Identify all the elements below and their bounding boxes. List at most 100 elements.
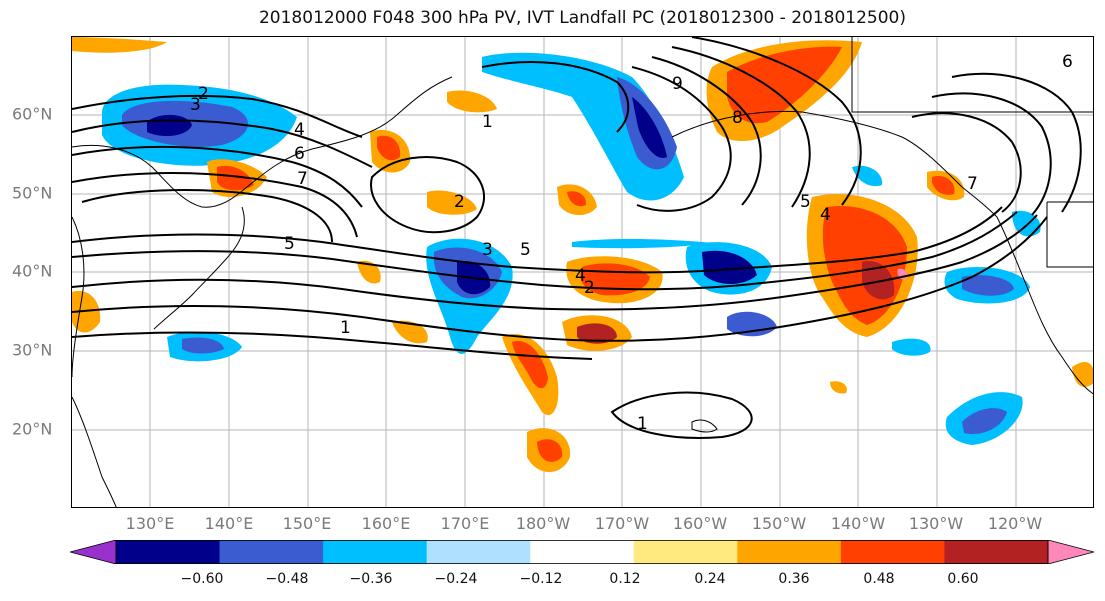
colorbar-tick-label: 0.36 — [778, 571, 810, 587]
contour-label: 5 — [800, 192, 811, 212]
contour-label: 9 — [672, 74, 683, 94]
lon-label: 140°W — [830, 514, 886, 533]
colorbar-segment — [323, 540, 428, 564]
colorbar-tick-label: 0.48 — [863, 571, 895, 587]
boundary-us-states — [1046, 201, 1093, 268]
contour-label: 2 — [454, 192, 465, 212]
colorbar-segment — [944, 540, 1049, 564]
map-panel: 2 3 4 6 7 5 2 1 3 5 4 2 5 4 1 9 8 7 6 1 — [71, 36, 1094, 508]
contour-line — [72, 331, 593, 360]
coastline-asia — [72, 76, 453, 208]
shade-blob — [392, 320, 428, 344]
contour-line — [72, 171, 358, 238]
colorbar-segment — [70, 540, 117, 564]
contour-line — [671, 46, 811, 208]
shade-blob — [830, 381, 847, 394]
colorbar-segment — [840, 540, 945, 564]
coastlines — [72, 37, 1093, 507]
shade-blob — [72, 37, 167, 53]
shade-blob — [962, 275, 1014, 296]
colorbar-tick-label: 0.60 — [947, 571, 979, 587]
contour-label-group: 2 3 4 6 7 5 2 1 3 5 4 2 5 4 1 9 8 7 6 1 — [190, 52, 1073, 434]
colorbar-segment — [737, 540, 842, 564]
shade-blob — [702, 250, 757, 284]
shade-blob — [1012, 210, 1041, 237]
boundary-canada — [851, 37, 1093, 113]
contour-line — [691, 37, 862, 206]
coastline-alaska — [671, 110, 998, 218]
contour-label: 2 — [584, 278, 595, 298]
contour-line — [72, 214, 1038, 311]
shade-blob — [182, 337, 224, 354]
contour-label: 1 — [482, 112, 493, 132]
lat-label: 30°N — [12, 340, 53, 360]
coastline-north-america — [996, 216, 1093, 395]
lat-label: 60°N — [12, 104, 53, 124]
coastline-hawaii — [691, 419, 718, 433]
colorbar-tick-label: −0.36 — [349, 571, 393, 587]
contour-line — [72, 211, 1018, 291]
contour-label: 7 — [297, 169, 308, 189]
shade-blob — [962, 408, 1007, 435]
colorbar-tick-label: 0.12 — [609, 571, 641, 587]
contour-label: 7 — [967, 174, 978, 194]
map-svg: 2 3 4 6 7 5 2 1 3 5 4 2 5 4 1 9 8 7 6 1 — [72, 37, 1093, 507]
colorbar-tick-label: −0.12 — [519, 571, 563, 587]
shade-blob — [572, 239, 712, 249]
colorbar-segment — [219, 540, 324, 564]
shade-blob — [932, 176, 955, 195]
shade-blob — [217, 165, 254, 191]
contour-line — [72, 145, 363, 208]
colorbar-segment — [1047, 540, 1094, 564]
contour-label: 4 — [820, 205, 831, 225]
shade-blob — [862, 261, 895, 300]
contour-label: 8 — [732, 108, 743, 128]
coastline-korea-china — [72, 216, 85, 378]
shade-blob — [632, 97, 667, 158]
contour-line — [610, 391, 753, 439]
contour-label: 5 — [284, 234, 295, 254]
colorbar-segment — [633, 540, 738, 564]
pv-contours — [72, 37, 1082, 439]
contour-label: 3 — [482, 240, 493, 260]
contour-label: 3 — [190, 95, 201, 115]
shade-blob — [377, 135, 401, 161]
shading-positive — [72, 37, 1093, 472]
contour-line — [81, 189, 333, 243]
colorbar-segment — [426, 540, 531, 564]
shade-blob — [577, 323, 617, 344]
contour-line — [72, 119, 373, 168]
contour-label: 5 — [520, 240, 531, 260]
shading-negative — [101, 52, 1041, 445]
contour-line — [951, 73, 1082, 213]
contour-line — [931, 92, 1052, 216]
shade-blob — [427, 190, 477, 215]
colorbar-tick-label: 0.24 — [694, 571, 726, 587]
lon-label: 130°W — [908, 514, 964, 533]
contour-line — [370, 156, 486, 234]
shade-blob — [1072, 362, 1093, 387]
shade-blob — [892, 338, 931, 356]
lon-label: 150°E — [282, 514, 332, 533]
lat-label: 50°N — [12, 183, 53, 203]
contour-line — [72, 94, 363, 138]
contour-line — [631, 66, 732, 212]
lon-label: 150°W — [751, 514, 807, 533]
lon-label: 130°E — [125, 514, 175, 533]
colorbar-tick-label: −0.48 — [265, 571, 309, 587]
contour-line — [651, 56, 762, 206]
contour-label: 1 — [637, 414, 648, 434]
contour-label: 6 — [294, 144, 305, 164]
figure-title: 2018012000 F048 300 hPa PV, IVT Landfall… — [258, 8, 906, 28]
lat-label: 20°N — [12, 419, 53, 439]
contour-line — [911, 112, 1022, 213]
contour-label: 2 — [198, 84, 209, 104]
contour-label: 6 — [1062, 52, 1073, 72]
colorbar-tick-label: −0.60 — [180, 571, 224, 587]
shade-blob — [537, 439, 563, 462]
contour-label: 1 — [340, 318, 351, 338]
shade-blob — [357, 260, 381, 284]
contour-label: 4 — [294, 120, 305, 140]
coastline-philippines — [72, 396, 117, 507]
shade-blob — [727, 46, 842, 124]
